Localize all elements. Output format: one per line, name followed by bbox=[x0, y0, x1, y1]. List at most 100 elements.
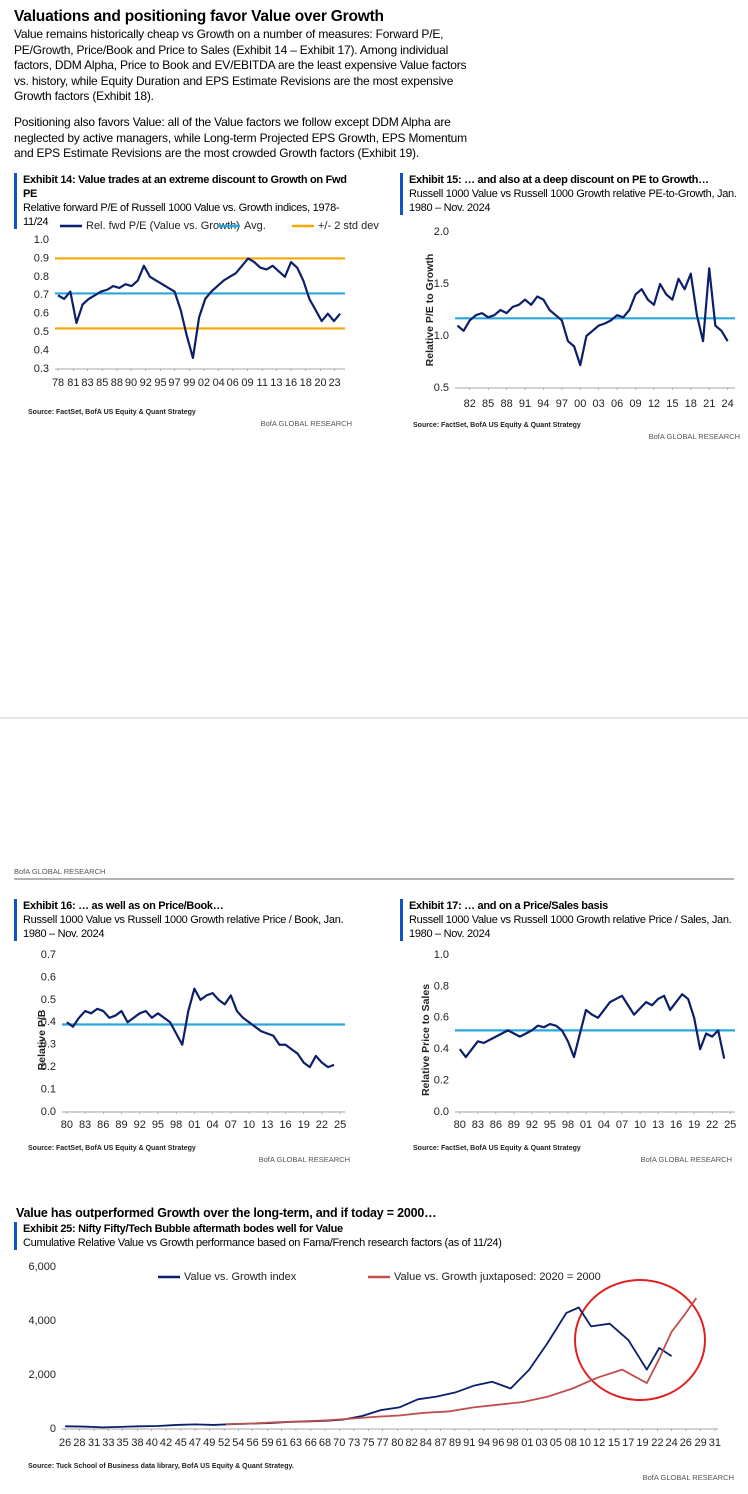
x-tick-label: 86 bbox=[490, 1119, 502, 1131]
x-tick-label: 80 bbox=[454, 1119, 466, 1131]
exhibit-header: Exhibit 14: Value trades at an extreme d… bbox=[14, 173, 363, 229]
x-tick-label: 23 bbox=[328, 377, 340, 389]
x-tick-label: 16 bbox=[285, 377, 297, 389]
x-tick-label: 33 bbox=[102, 1437, 114, 1449]
x-tick-label: 22 bbox=[651, 1437, 663, 1449]
exhibit-header: Exhibit 16: … as well as on Price/Book… R… bbox=[14, 899, 358, 941]
x-tick-label: 09 bbox=[629, 398, 641, 410]
section-title: Value has outperformed Growth over the l… bbox=[16, 1206, 437, 1220]
highlight-circle bbox=[574, 1279, 706, 1401]
x-tick-label: 73 bbox=[348, 1437, 360, 1449]
x-tick-label: 22 bbox=[316, 1119, 328, 1131]
series-line bbox=[225, 1297, 698, 1426]
x-tick-label: 88 bbox=[111, 377, 123, 389]
x-tick-label: 25 bbox=[724, 1119, 736, 1131]
x-tick-label: 13 bbox=[270, 377, 282, 389]
x-tick-label: 63 bbox=[290, 1437, 302, 1449]
x-tick-label: 82 bbox=[464, 398, 476, 410]
x-tick-label: 05 bbox=[550, 1437, 562, 1449]
x-tick-label: 97 bbox=[556, 398, 568, 410]
y-tick-label: 0.3 bbox=[41, 1039, 56, 1051]
x-tick-label: 90 bbox=[125, 377, 137, 389]
y-tick-label: 1.5 bbox=[434, 278, 449, 290]
x-tick-label: 22 bbox=[706, 1119, 718, 1131]
x-tick-label: 13 bbox=[652, 1119, 664, 1131]
page-brand: BofA GLOBAL RESEARCH bbox=[14, 867, 105, 876]
y-tick-label: 6,000 bbox=[28, 1261, 56, 1273]
x-tick-label: 52 bbox=[218, 1437, 230, 1449]
exhibit-subtitle: Russell 1000 Value vs Russell 1000 Growt… bbox=[23, 914, 344, 940]
y-tick-label: 0.0 bbox=[434, 1106, 449, 1118]
y-tick-label: 0.2 bbox=[41, 1061, 56, 1073]
x-tick-label: 07 bbox=[225, 1119, 237, 1131]
x-tick-label: 26 bbox=[680, 1437, 692, 1449]
legend-label: Value vs. Growth index bbox=[184, 1271, 297, 1283]
x-tick-label: 91 bbox=[519, 398, 531, 410]
x-tick-label: 15 bbox=[666, 398, 678, 410]
x-tick-label: 16 bbox=[670, 1119, 682, 1131]
brand: BofA GLOBAL RESEARCH bbox=[643, 1473, 734, 1482]
x-tick-label: 89 bbox=[449, 1437, 461, 1449]
x-tick-label: 08 bbox=[565, 1437, 577, 1449]
legend-label: Rel. fwd P/E (Value vs. Growth) bbox=[86, 220, 240, 232]
paragraph: Value remains historically cheap vs Grow… bbox=[14, 27, 467, 103]
x-tick-label: 06 bbox=[227, 377, 239, 389]
x-tick-label: 95 bbox=[154, 377, 166, 389]
x-tick-label: 78 bbox=[52, 377, 64, 389]
y-tick-label: 2,000 bbox=[28, 1369, 56, 1381]
x-tick-label: 47 bbox=[189, 1437, 201, 1449]
x-tick-label: 01 bbox=[521, 1437, 533, 1449]
x-tick-label: 61 bbox=[276, 1437, 288, 1449]
y-tick-label: 0.4 bbox=[34, 344, 49, 356]
x-tick-label: 89 bbox=[115, 1119, 127, 1131]
x-tick-label: 18 bbox=[300, 377, 312, 389]
brand: BofA GLOBAL RESEARCH bbox=[259, 1155, 350, 1164]
x-tick-label: 19 bbox=[636, 1437, 648, 1449]
x-tick-label: 56 bbox=[246, 1437, 258, 1449]
exhibit-subtitle: Russell 1000 Value vs Russell 1000 Growt… bbox=[409, 914, 732, 940]
x-tick-label: 83 bbox=[79, 1119, 91, 1131]
x-tick-label: 86 bbox=[97, 1119, 109, 1131]
x-tick-label: 59 bbox=[261, 1437, 273, 1449]
x-tick-label: 17 bbox=[622, 1437, 634, 1449]
x-tick-label: 12 bbox=[593, 1437, 605, 1449]
x-tick-label: 21 bbox=[703, 398, 715, 410]
x-tick-label: 10 bbox=[243, 1119, 255, 1131]
x-tick-label: 84 bbox=[420, 1437, 432, 1449]
exhibit-subtitle: Relative forward P/E of Russell 1000 Val… bbox=[23, 202, 340, 228]
x-tick-label: 89 bbox=[508, 1119, 520, 1131]
series-line bbox=[458, 993, 726, 1059]
x-tick-label: 66 bbox=[305, 1437, 317, 1449]
brand: BofA GLOBAL RESEARCH bbox=[641, 1155, 732, 1164]
source: Source: Tuck School of Business data lib… bbox=[28, 1463, 294, 1470]
y-tick-label: 0.6 bbox=[41, 971, 56, 983]
legend-label: Avg. bbox=[244, 220, 266, 232]
exhibit-subtitle: Russell 1000 Value vs Russell 1000 Growt… bbox=[409, 188, 737, 214]
x-tick-label: 09 bbox=[241, 377, 253, 389]
x-tick-label: 15 bbox=[608, 1437, 620, 1449]
paragraph: Positioning also favors Value: all of th… bbox=[14, 115, 467, 160]
y-tick-label: 1.0 bbox=[34, 234, 49, 246]
x-tick-label: 24 bbox=[722, 398, 734, 410]
x-tick-label: 12 bbox=[648, 398, 660, 410]
series-line bbox=[65, 1306, 673, 1429]
x-tick-label: 28 bbox=[73, 1437, 85, 1449]
x-tick-label: 03 bbox=[593, 398, 605, 410]
y-tick-label: 0.4 bbox=[41, 1016, 56, 1028]
y-axis-label: Relative P/B bbox=[36, 1009, 48, 1070]
series-line bbox=[57, 257, 341, 360]
x-tick-label: 85 bbox=[96, 377, 108, 389]
x-tick-label: 92 bbox=[140, 377, 152, 389]
x-tick-label: 82 bbox=[406, 1437, 418, 1449]
x-tick-label: 95 bbox=[152, 1119, 164, 1131]
y-tick-label: 0.8 bbox=[434, 980, 449, 992]
x-tick-label: 07 bbox=[616, 1119, 628, 1131]
y-tick-label: 1.0 bbox=[434, 330, 449, 342]
source: Source: FactSet, BofA US Equity & Quant … bbox=[28, 1145, 196, 1152]
x-tick-label: 19 bbox=[298, 1119, 310, 1131]
x-tick-label: 92 bbox=[526, 1119, 538, 1131]
y-tick-label: 0.6 bbox=[34, 308, 49, 320]
x-tick-label: 70 bbox=[333, 1437, 345, 1449]
x-tick-label: 80 bbox=[391, 1437, 403, 1449]
exhibit-subtitle: Cumulative Relative Value vs Growth perf… bbox=[23, 1237, 502, 1249]
